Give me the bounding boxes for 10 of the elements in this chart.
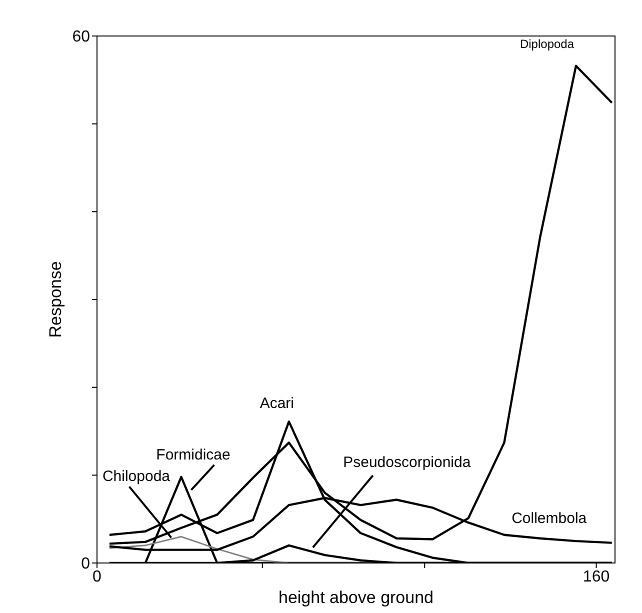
series-label: Collembola xyxy=(512,510,588,527)
y-axis-title: Response xyxy=(46,261,66,338)
text: Pseudoscorpionida xyxy=(343,454,472,471)
y-tick-label: 60 xyxy=(72,28,90,46)
x-axis-title: height above ground xyxy=(278,588,434,607)
series-label: Diplopoda xyxy=(520,36,574,51)
series-label: Formidicae xyxy=(156,446,230,464)
text: Chilopoda xyxy=(102,468,171,486)
x-tick-label: 160 xyxy=(582,568,610,586)
series-label: Acari xyxy=(260,395,294,412)
